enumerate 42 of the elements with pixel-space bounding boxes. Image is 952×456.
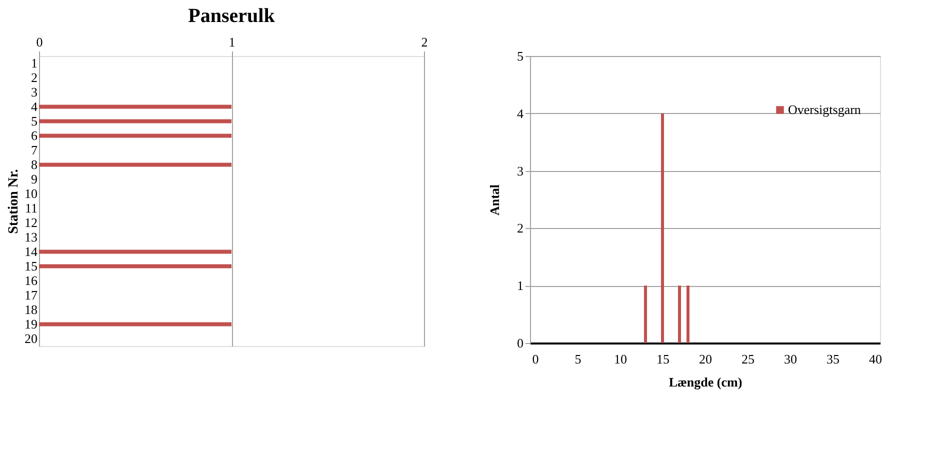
legend-label: Oversigtsgarn <box>788 102 862 117</box>
x-tick-label: 1 <box>228 34 236 50</box>
x-tick-label: 40 <box>869 352 882 366</box>
y-tick-label: 13 <box>24 229 38 244</box>
y-tick-label: 1 <box>517 278 524 294</box>
y-tick-label: 9 <box>31 171 38 186</box>
x-tick-label: 30 <box>784 352 797 366</box>
y-tick-label: 2 <box>517 220 524 236</box>
x-tick-label: 15 <box>656 352 670 366</box>
x-tick-label: 20 <box>699 352 712 366</box>
y-tick-label: 8 <box>31 156 38 172</box>
x-tick-label: 25 <box>742 352 754 366</box>
y-tick-label: 3 <box>517 163 524 178</box>
y-axis-title: Antal <box>487 184 502 216</box>
x-tick-label: 0 <box>532 352 539 366</box>
y-tick-label: 20 <box>24 330 38 346</box>
y-tick-label: 0 <box>517 336 524 350</box>
y-tick-label: 12 <box>24 214 38 230</box>
y-tick-label: 18 <box>24 302 38 317</box>
y-tick-label: 3 <box>31 84 38 100</box>
y-tick-label: 7 <box>31 142 38 158</box>
y-tick-label: 1 <box>31 55 38 70</box>
y-tick-label: 15 <box>24 258 38 274</box>
x-tick-label: 10 <box>614 352 627 366</box>
y-tick-label: 10 <box>24 186 38 201</box>
y-tick-label: 2 <box>31 70 38 85</box>
y-tick-label: 14 <box>24 244 38 259</box>
x-axis-title: Længde (cm) <box>668 374 742 390</box>
x-tick-label: 35 <box>826 352 840 366</box>
y-tick-label: 17 <box>24 287 38 302</box>
x-tick-label: 2 <box>421 34 428 50</box>
y-tick-label: 19 <box>24 316 38 332</box>
y-tick-label: 4 <box>31 98 38 114</box>
y-tick-label: 5 <box>517 48 524 64</box>
y-tick-label: 5 <box>31 113 38 128</box>
y-tick-label: 16 <box>24 272 38 288</box>
y-axis-title: Station Nr. <box>6 169 22 234</box>
y-tick-label: 6 <box>31 128 38 143</box>
x-tick-label: 5 <box>574 352 582 366</box>
y-tick-label: 11 <box>24 200 38 216</box>
y-tick-label: 4 <box>517 106 524 121</box>
chart-title: Panserulk <box>188 5 276 27</box>
